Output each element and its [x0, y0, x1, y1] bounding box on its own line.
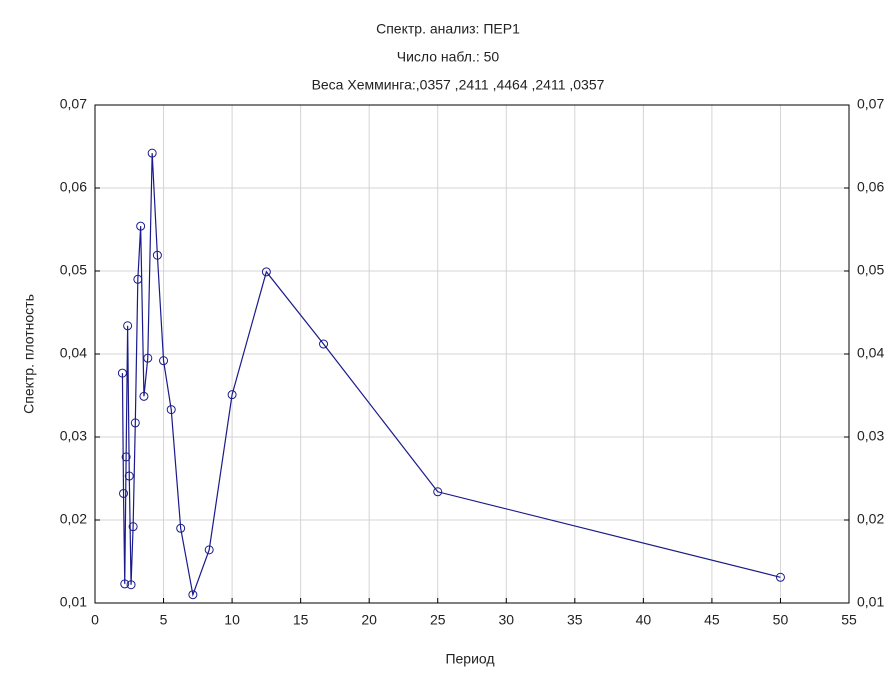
data-point [117, 368, 127, 378]
data-point [159, 356, 169, 366]
x-tick-label: 45 [704, 612, 720, 628]
y-tick-label: 0,04 [60, 345, 87, 361]
data-point [433, 487, 443, 497]
x-tick-label: 35 [567, 612, 583, 628]
data-point [143, 353, 153, 363]
x-tick-label: 0 [91, 612, 99, 628]
x-tick-label: 5 [160, 612, 168, 628]
data-point [130, 418, 140, 428]
y2-tick-label: 0,07 [857, 96, 884, 112]
y2-tick-label: 0,02 [857, 511, 884, 527]
data-point [139, 391, 149, 401]
y2-tick-label: 0,06 [857, 179, 884, 195]
x-tick-label: 20 [361, 612, 377, 628]
y-tick-label: 0,07 [60, 96, 87, 112]
annotation: Веса Хемминга:,0357 ,2411 ,4464 ,2411 ,0… [312, 77, 605, 93]
y2-tick-label: 0,01 [857, 594, 884, 610]
y-tick-label: 0,02 [60, 511, 87, 527]
data-point [261, 267, 271, 277]
data-point [124, 471, 134, 481]
data-point [136, 221, 146, 231]
data-point [166, 405, 176, 415]
data-point [120, 579, 130, 589]
data-point [119, 488, 129, 498]
data-point [775, 572, 785, 582]
y-tick-label: 0,05 [60, 262, 87, 278]
y-tick-label: 0,06 [60, 179, 87, 195]
data-point [128, 522, 138, 532]
x-tick-label: 40 [636, 612, 652, 628]
x-axis-label: Период [445, 651, 494, 667]
y-axis-label: Спектр. плотность [21, 294, 37, 414]
y2-tick-label: 0,04 [857, 345, 884, 361]
data-point [133, 274, 143, 284]
x-tick-label: 55 [841, 612, 857, 628]
data-point [123, 321, 133, 331]
series-line [121, 153, 781, 597]
x-tick-label: 15 [293, 612, 309, 628]
y2-tick-label: 0,03 [857, 428, 884, 444]
y-tick-label: 0,01 [60, 594, 87, 610]
y-tick-label: 0,03 [60, 428, 87, 444]
data-point [319, 339, 329, 349]
data-point [204, 545, 214, 555]
x-tick-label: 30 [498, 612, 514, 628]
data-point [227, 390, 237, 400]
data-point [152, 250, 162, 260]
x-tick-label: 25 [430, 612, 446, 628]
x-tick-label: 10 [224, 612, 240, 628]
chart-title: Спектр. анализ: ПЕР1 [376, 21, 520, 37]
chart-subtitle: Число набл.: 50 [397, 49, 500, 65]
data-point [188, 590, 198, 600]
x-tick-label: 50 [773, 612, 789, 628]
y2-tick-label: 0,05 [857, 262, 884, 278]
data-point [121, 452, 131, 462]
data-point [126, 580, 136, 590]
data-point [147, 148, 157, 158]
data-point [176, 523, 186, 533]
plot-frame [94, 104, 850, 604]
